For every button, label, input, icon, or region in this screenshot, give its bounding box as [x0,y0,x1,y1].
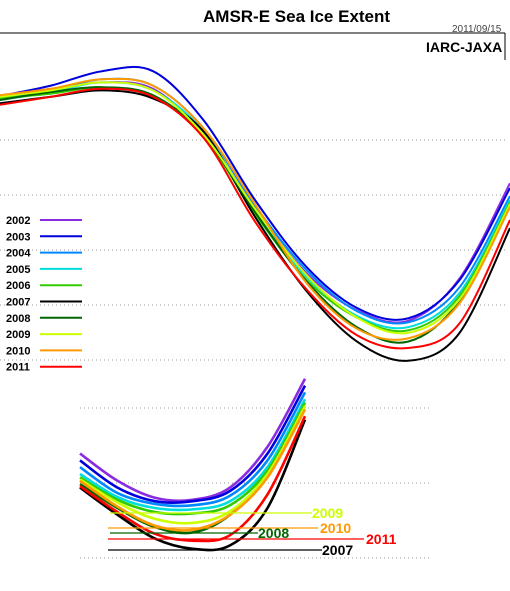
chart-title: AMSR-E Sea Ice Extent [203,7,390,26]
legend-label-2004: 2004 [6,248,31,260]
legend-label-2006: 2006 [6,280,30,292]
min-label-2007: 2007 [322,542,353,558]
inset-series-line-2011 [79,415,307,543]
inset-series-line-2010 [79,408,307,532]
series-line-2011 [0,87,510,350]
inset-series-lines [79,378,307,552]
main-gridlines [0,139,505,361]
series-line-2009 [0,81,510,335]
inset-series-line-2002 [79,378,307,503]
inset-series-line-2003 [79,384,307,504]
min-label-2009: 2009 [312,505,343,521]
legend-label-2009: 2009 [6,329,30,341]
legend: 2002 2003 2004 2005 2006 2007 2008 2009 2010 2011 [6,215,82,374]
chart-date: 2011/09/15 [452,24,502,35]
legend-label-2005: 2005 [6,264,30,276]
legend-label-2007: 2007 [6,297,30,309]
legend-label-2011: 2011 [6,362,30,374]
min-label-2008: 2008 [258,525,289,541]
inset-series-line-2009 [79,405,307,525]
main-series-lines [0,65,510,362]
legend-label-2003: 2003 [6,231,30,243]
inset-series-line-2006 [79,401,307,516]
inset-series-line-2007 [79,419,307,552]
organization-label: IARC-JAXA [426,39,502,55]
inset-series-line-2005 [79,398,307,512]
legend-label-2008: 2008 [6,313,30,325]
legend-label-2010: 2010 [6,345,30,357]
inset-series-line-2004 [79,391,307,508]
series-line-2007 [0,89,510,362]
legend-label-2002: 2002 [6,215,30,227]
series-line-2010 [0,77,510,341]
series-line-2003 [0,65,510,321]
min-label-2010: 2010 [320,520,351,536]
min-label-2011: 2011 [366,531,397,547]
